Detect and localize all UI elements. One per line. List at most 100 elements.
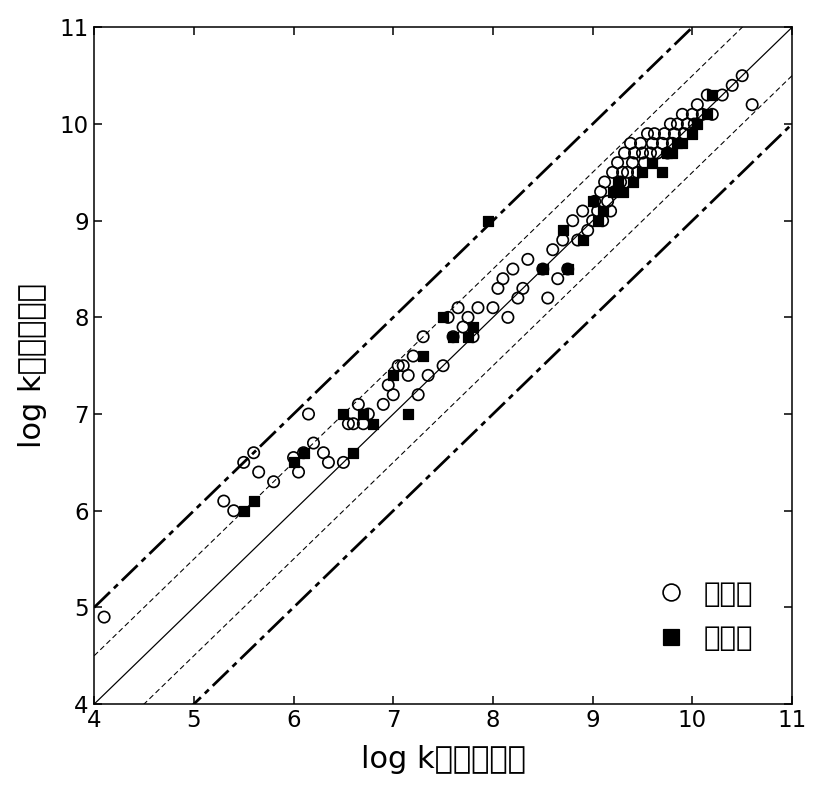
Point — [601, 195, 614, 208]
Point — [636, 166, 649, 179]
Point — [646, 156, 659, 169]
Point — [621, 166, 634, 179]
Point — [247, 447, 260, 459]
Point — [624, 137, 637, 150]
Point — [466, 330, 479, 343]
Point — [671, 118, 684, 131]
Point — [342, 417, 355, 430]
Point — [422, 369, 435, 382]
Point — [576, 204, 589, 217]
Point — [516, 282, 530, 295]
Point — [671, 137, 684, 150]
Point — [521, 253, 535, 265]
Point — [691, 118, 704, 131]
Point — [608, 185, 621, 198]
Point — [436, 360, 450, 372]
Point — [492, 282, 505, 295]
Point — [576, 234, 589, 246]
Point — [634, 137, 647, 150]
Point — [705, 89, 719, 101]
Point — [471, 302, 484, 314]
Point — [648, 128, 661, 140]
Point — [581, 224, 594, 237]
X-axis label: log k（实验值）: log k（实验值） — [361, 744, 526, 774]
Point — [636, 147, 649, 159]
Point — [451, 302, 464, 314]
Point — [611, 156, 625, 169]
Point — [631, 166, 644, 179]
Point — [237, 505, 250, 517]
Point — [664, 118, 677, 131]
Y-axis label: log k（预测值）: log k（预测值） — [18, 284, 47, 448]
Point — [596, 204, 609, 217]
Point — [591, 204, 604, 217]
Point — [591, 215, 604, 227]
Point — [366, 417, 380, 430]
Point — [596, 215, 609, 227]
Point — [676, 108, 689, 120]
Point — [700, 89, 714, 101]
Point — [417, 350, 430, 363]
Point — [686, 128, 699, 140]
Point — [356, 417, 370, 430]
Point — [287, 456, 300, 469]
Point — [397, 360, 410, 372]
Point — [382, 379, 395, 391]
Point — [571, 234, 584, 246]
Point — [666, 147, 679, 159]
Point — [497, 272, 510, 285]
Point — [626, 156, 639, 169]
Point — [688, 118, 701, 131]
Point — [561, 263, 574, 276]
Point — [705, 108, 719, 120]
Point — [546, 243, 559, 256]
Point — [247, 495, 260, 508]
Point — [616, 185, 629, 198]
Point — [446, 330, 460, 343]
Point — [387, 369, 400, 382]
Point — [644, 147, 657, 159]
Point — [700, 108, 714, 120]
Point — [736, 70, 749, 82]
Point — [638, 156, 651, 169]
Point — [641, 128, 654, 140]
Point — [297, 447, 310, 459]
Point — [536, 263, 549, 276]
Point — [606, 185, 620, 198]
Point — [541, 291, 554, 304]
Point — [97, 611, 111, 623]
Point — [227, 505, 240, 517]
Point — [651, 147, 664, 159]
Point — [536, 263, 549, 276]
Point — [377, 398, 390, 411]
Point — [317, 447, 330, 459]
Point — [417, 330, 430, 343]
Point — [616, 166, 629, 179]
Point — [356, 408, 370, 421]
Point — [267, 475, 280, 488]
Point — [618, 147, 631, 159]
Point — [656, 166, 669, 179]
Point — [681, 118, 694, 131]
Point — [678, 128, 691, 140]
Point — [481, 215, 494, 227]
Point — [667, 128, 681, 140]
Point — [598, 176, 611, 188]
Point — [594, 185, 607, 198]
Point — [287, 451, 300, 464]
Point — [586, 195, 599, 208]
Point — [297, 447, 310, 459]
Point — [446, 330, 460, 343]
Point — [691, 98, 704, 111]
Point — [402, 369, 415, 382]
Point — [661, 147, 674, 159]
Point — [387, 388, 400, 401]
Point — [715, 89, 728, 101]
Point — [307, 436, 320, 449]
Point — [346, 447, 360, 459]
Point — [407, 350, 420, 363]
Point — [461, 311, 474, 324]
Point — [351, 398, 365, 411]
Point — [487, 302, 500, 314]
Point — [252, 466, 266, 478]
